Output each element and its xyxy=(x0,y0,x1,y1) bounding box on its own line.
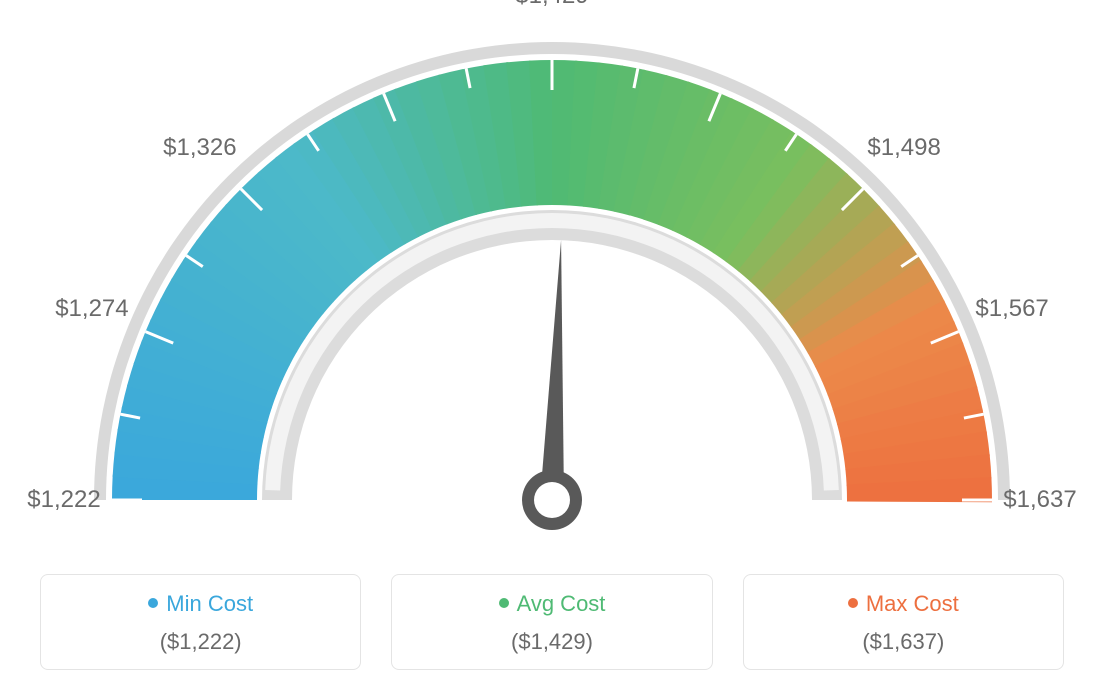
legend-avg-title: Avg Cost xyxy=(402,591,701,617)
legend-card-min: Min Cost ($1,222) xyxy=(40,574,361,670)
gauge-tick-label: $1,326 xyxy=(163,134,236,162)
gauge-tick-label: $1,429 xyxy=(515,0,588,10)
gauge-chart-container: $1,222 $1,274 $1,326 $1,429 $1,498 $1,567 $1,6… xyxy=(0,0,1104,690)
legend-avg-label: Avg Cost xyxy=(517,591,606,616)
legend-min-value: ($1,222) xyxy=(51,629,350,655)
legend-max-title: Max Cost xyxy=(754,591,1053,617)
gauge: $1,222 $1,274 $1,326 $1,429 $1,498 $1,567 $1,6… xyxy=(0,0,1104,560)
legend-avg-value: ($1,429) xyxy=(402,629,701,655)
legend-min-label: Min Cost xyxy=(166,591,253,616)
legend-row: Min Cost ($1,222) Avg Cost ($1,429) Max … xyxy=(40,574,1064,670)
legend-min-title: Min Cost xyxy=(51,591,350,617)
dot-icon-avg xyxy=(499,598,509,608)
dot-icon-max xyxy=(848,598,858,608)
gauge-tick-label: $1,498 xyxy=(867,134,940,162)
dot-icon-min xyxy=(148,598,158,608)
legend-max-value: ($1,637) xyxy=(754,629,1053,655)
legend-card-avg: Avg Cost ($1,429) xyxy=(391,574,712,670)
gauge-tick-label: $1,222 xyxy=(27,486,100,514)
gauge-tick-label: $1,637 xyxy=(1003,486,1076,514)
legend-max-label: Max Cost xyxy=(866,591,959,616)
legend-card-max: Max Cost ($1,637) xyxy=(743,574,1064,670)
gauge-tick-label: $1,567 xyxy=(975,295,1048,323)
gauge-svg xyxy=(0,0,1104,560)
gauge-tick-label: $1,274 xyxy=(55,295,128,323)
